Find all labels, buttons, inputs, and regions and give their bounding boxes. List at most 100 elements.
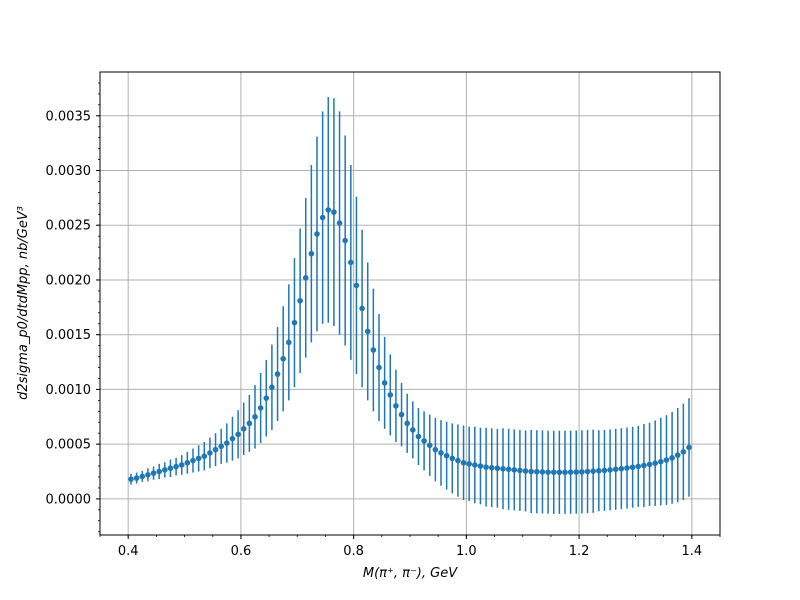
data-point [269, 384, 275, 391]
data-point [348, 259, 354, 266]
data-point [376, 364, 382, 371]
data-point [410, 427, 416, 433]
data-point [472, 462, 478, 468]
data-point [562, 469, 568, 476]
y-tick-label: 0.0035 [46, 109, 92, 124]
data-point [353, 282, 360, 289]
data-point [387, 392, 394, 398]
data-point [207, 450, 213, 456]
data-point [624, 465, 630, 471]
data-point [235, 431, 241, 438]
data-point [308, 250, 315, 257]
data-point [505, 466, 512, 473]
data-point [584, 468, 591, 475]
data-point [488, 464, 495, 471]
data-point [325, 207, 332, 213]
data-point [336, 220, 343, 226]
data-point [212, 446, 219, 453]
data-point [528, 468, 534, 475]
data-point [224, 440, 230, 446]
data-point [370, 347, 377, 353]
y-tick-label: 0.0010 [46, 383, 92, 398]
data-point [359, 305, 365, 312]
data-point [567, 469, 574, 475]
data-point [297, 297, 303, 304]
data-point [658, 458, 664, 465]
data-point [398, 411, 405, 418]
data-point [240, 426, 247, 432]
data-point [573, 469, 580, 475]
data-point [393, 403, 399, 409]
data-point [449, 455, 456, 462]
x-tick-label: 0.6 [231, 544, 252, 559]
data-point [522, 468, 529, 474]
data-point [618, 465, 625, 472]
x-axis-label: M(π⁺, π⁻), GeV [363, 566, 458, 581]
data-point [517, 467, 523, 474]
data-point [218, 443, 224, 450]
data-point [596, 467, 602, 474]
y-tick-label: 0.0015 [46, 328, 92, 343]
data-point [421, 438, 427, 444]
x-tick-label: 1.2 [569, 544, 590, 559]
data-point [579, 469, 585, 475]
data-point [455, 457, 461, 464]
grid-lines [100, 72, 720, 535]
data-point [156, 468, 162, 475]
data-point [669, 455, 675, 461]
data-point [612, 466, 619, 473]
data-point [342, 237, 348, 244]
data-point [404, 420, 410, 427]
data-point [601, 467, 608, 474]
data-point [432, 446, 439, 453]
data-point [483, 464, 489, 470]
data-point [314, 231, 320, 237]
x-tick-label: 0.4 [118, 544, 139, 559]
data-point [167, 465, 174, 472]
data-point [426, 442, 433, 449]
data-point [663, 457, 670, 463]
data-point [590, 468, 596, 474]
data-point [139, 473, 146, 480]
x-tick-label: 0.8 [343, 544, 364, 559]
data-points [128, 207, 692, 482]
data-point [466, 461, 472, 467]
y-tick-label: 0.0000 [46, 492, 92, 507]
data-point [252, 413, 258, 420]
x-tick-label: 1.0 [456, 544, 477, 559]
data-point [184, 459, 191, 466]
data-point [195, 455, 202, 462]
data-point [415, 433, 422, 440]
data-point [274, 371, 281, 377]
data-point [263, 395, 270, 401]
data-point [150, 470, 157, 476]
data-point [674, 452, 681, 458]
data-point [460, 459, 467, 466]
data-point [331, 209, 337, 215]
data-point [539, 469, 546, 475]
data-point [607, 467, 613, 473]
data-point [190, 457, 196, 464]
data-point [133, 475, 140, 481]
data-point [494, 465, 501, 472]
data-point [477, 463, 484, 469]
data-point [556, 469, 563, 476]
data-point [438, 450, 444, 456]
y-tick-label: 0.0025 [46, 219, 92, 234]
data-point [381, 380, 388, 386]
data-point [534, 468, 540, 475]
y-axis-label: d2sigma_p0/dtdMpp, nb/GeV³ [16, 206, 31, 400]
y-tick-label: 0.0005 [46, 438, 92, 453]
data-point [629, 464, 636, 471]
data-point [246, 420, 253, 427]
data-point [680, 449, 687, 455]
data-point [545, 469, 551, 475]
x-axis-ticks: 0.4 0.6 0.8 1.0 1.2 1.4 [99, 535, 721, 559]
data-point [686, 444, 692, 451]
data-point [635, 463, 642, 470]
data-point [319, 214, 326, 221]
data-point [178, 462, 185, 468]
data-point [201, 453, 208, 459]
data-point [286, 339, 292, 346]
